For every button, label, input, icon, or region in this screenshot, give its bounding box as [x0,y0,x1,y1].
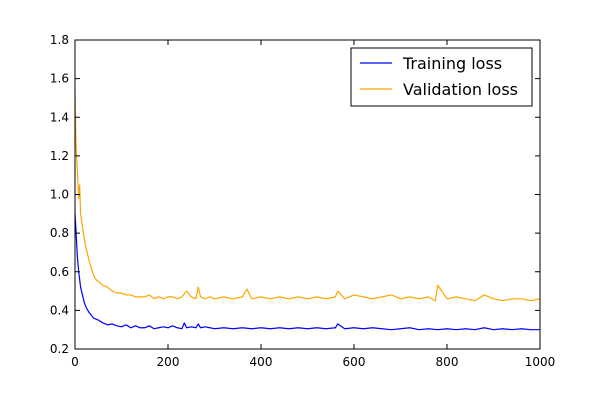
x-tick-label: 600 [343,355,366,369]
x-tick-label: 200 [157,355,180,369]
x-axis: 0 200 400 600 800 1000 [71,40,555,369]
legend-label-validation: Validation loss [403,80,518,99]
y-tick-label: 0.8 [50,226,69,240]
y-tick-label: 0.4 [50,303,69,317]
legend-box [350,47,533,107]
x-tick-label: 0 [71,355,79,369]
y-tick-label: 0.6 [50,265,69,279]
y-tick-label: 1.2 [50,149,69,163]
y-tick-label: 1.6 [50,72,69,86]
x-tick-label: 800 [436,355,459,369]
x-tick-label: 1000 [525,355,556,369]
legend-label-training: Training loss [402,54,502,73]
series-line-training [74,213,540,331]
y-tick-label: 0.2 [50,342,69,356]
series-layer [74,94,541,331]
y-tick-label: 1.0 [50,188,69,202]
y-tick-label: 1.8 [50,33,69,47]
legend: Training loss Validation loss [350,47,533,107]
y-axis: 0.2 0.4 0.6 0.8 1.0 1.2 1.4 1.6 1.8 [50,33,540,356]
x-tick-label: 400 [250,355,273,369]
y-tick-label: 1.4 [50,110,69,124]
series-line-validation [74,94,541,302]
